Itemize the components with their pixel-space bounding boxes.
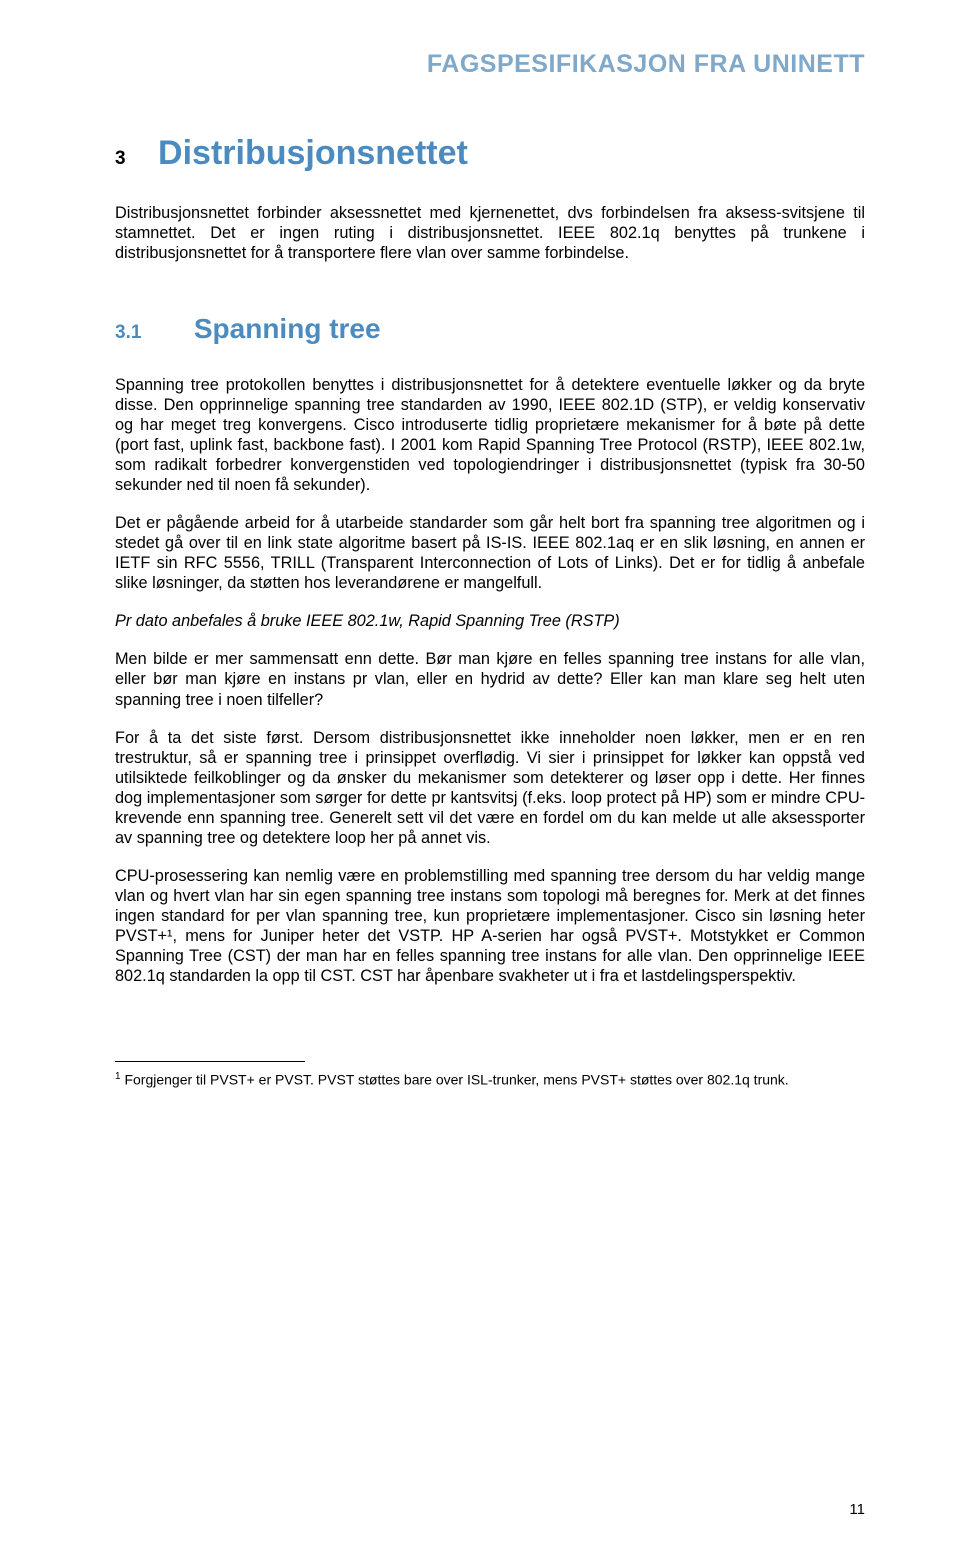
- subsection-title: Spanning tree: [194, 313, 381, 345]
- footnote-separator: [115, 1061, 305, 1062]
- body-paragraph: Spanning tree protokollen benyttes i dis…: [115, 375, 865, 495]
- body-paragraph: Det er pågående arbeid for å utarbeide s…: [115, 513, 865, 593]
- emphasis-line: Pr dato anbefales å bruke IEEE 802.1w, R…: [115, 611, 865, 631]
- page-number: 11: [849, 1501, 865, 1518]
- footnote-marker: 1: [115, 1071, 121, 1082]
- subsection-number: 3.1: [115, 322, 141, 344]
- body-paragraph: For å ta det siste først. Dersom distrib…: [115, 728, 865, 848]
- section-intro-paragraph: Distribusjonsnettet forbinder aksessnett…: [115, 203, 865, 263]
- footnote-text: Forgjenger til PVST+ er PVST. PVST støtt…: [124, 1072, 788, 1088]
- body-paragraph: Men bilde er mer sammensatt enn dette. B…: [115, 649, 865, 709]
- footnote: 1 Forgjenger til PVST+ er PVST. PVST stø…: [115, 1070, 865, 1089]
- section-number: 3: [115, 148, 126, 170]
- section-title: Distribusjonsnettet: [158, 134, 468, 173]
- page-header-title: FAGSPESIFIKASJON FRA UNINETT: [115, 50, 865, 79]
- body-paragraph: CPU-prosessering kan nemlig være en prob…: [115, 866, 865, 986]
- section-heading: 3 Distribusjonsnettet: [115, 134, 865, 173]
- subsection-heading: 3.1 Spanning tree: [115, 313, 865, 345]
